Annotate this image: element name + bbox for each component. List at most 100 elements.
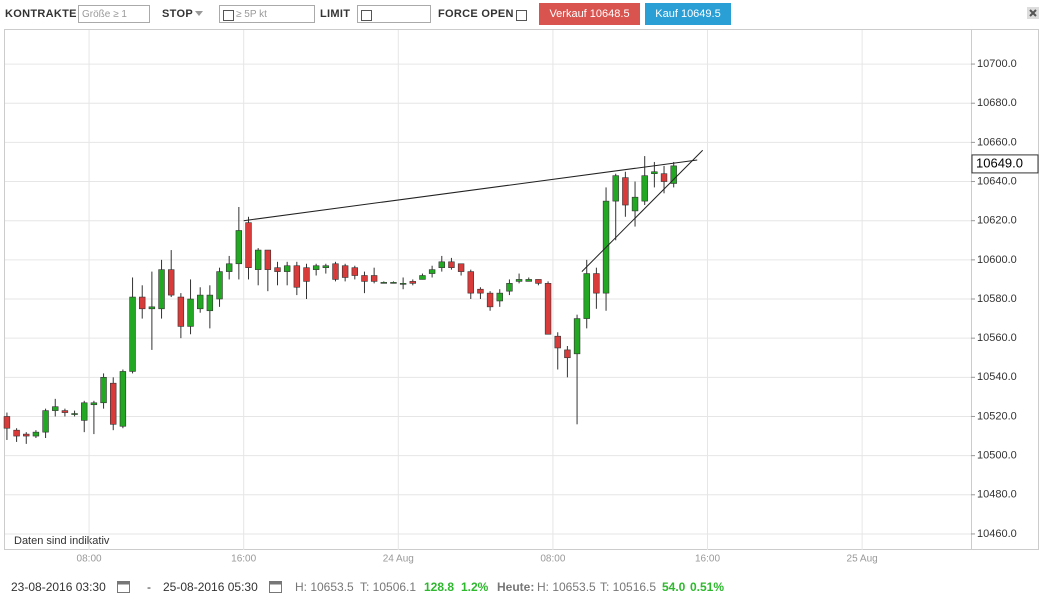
candle-body <box>612 175 619 202</box>
candle-body <box>525 279 532 282</box>
range-change-pct: 1.2% <box>461 580 489 594</box>
x-tick-label: 25 Aug <box>847 554 878 565</box>
range-high: H: 10653.5 <box>295 580 354 594</box>
candle-body <box>622 177 629 206</box>
calendar-icon[interactable] <box>117 580 130 593</box>
candle-body <box>651 171 658 175</box>
candle-body <box>496 292 503 302</box>
range-start: 23-08-2016 03:30 <box>11 580 106 594</box>
force-open-checkbox[interactable] <box>516 10 527 21</box>
y-tick-label: 10640.0 <box>977 175 1017 187</box>
candle-body <box>322 265 330 268</box>
candle-body <box>52 406 59 411</box>
y-tick-label: 10500.0 <box>977 450 1017 462</box>
candle-body <box>245 222 252 268</box>
candle-body <box>293 265 301 288</box>
candle-body <box>457 263 465 272</box>
y-tick-label: 10540.0 <box>977 371 1017 383</box>
y-tick-label: 10560.0 <box>977 332 1017 344</box>
range-separator: - <box>147 580 151 594</box>
candle-body <box>341 265 349 278</box>
x-tick-label: 16:00 <box>695 554 720 565</box>
candle-body <box>506 283 513 292</box>
candle-body <box>110 382 117 425</box>
y-tick-label: 10600.0 <box>977 254 1017 266</box>
last-price-label: 10649.0 <box>976 155 1023 170</box>
candle-body <box>139 296 146 310</box>
chart-frame <box>4 29 1039 550</box>
candle-body <box>351 267 359 276</box>
candle-body <box>593 273 600 294</box>
candle-body <box>477 288 484 294</box>
y-tick-label: 10700.0 <box>977 58 1017 70</box>
candle-body <box>254 249 262 270</box>
x-tick-label: 24 Aug <box>383 554 414 565</box>
today-label: Heute: <box>497 580 535 594</box>
limit-input[interactable] <box>357 5 431 23</box>
candle-body <box>409 281 416 284</box>
candle-body <box>71 413 78 415</box>
candle-body <box>216 271 223 300</box>
candle-body <box>129 296 136 372</box>
y-tick-label: 10680.0 <box>977 97 1017 109</box>
sell-button[interactable]: Verkauf 10648.5 <box>539 3 640 25</box>
candle-body <box>670 165 677 184</box>
range-low: T: 10506.1 <box>360 580 417 594</box>
contracts-label: KONTRAKTE <box>5 8 77 20</box>
candle-body <box>90 402 98 406</box>
candle-body <box>13 429 20 437</box>
close-button[interactable] <box>1027 7 1039 19</box>
limit-checkbox[interactable] <box>361 10 372 21</box>
candle-body <box>564 349 571 359</box>
today-low: T: 10516.5 <box>600 580 657 594</box>
today-change-pct: 0.51% <box>690 580 725 594</box>
candle-body <box>23 433 30 437</box>
y-tick-label: 10580.0 <box>977 293 1017 305</box>
candle-body <box>573 318 581 355</box>
candle-body <box>187 298 194 327</box>
x-tick-label: 08:00 <box>540 554 565 565</box>
trendline <box>243 159 698 222</box>
candle-body <box>332 263 339 280</box>
candle-body <box>583 273 590 319</box>
candle-body <box>361 275 368 282</box>
candle-body <box>3 416 11 429</box>
stop-input[interactable]: ≥ 5P kt <box>219 5 315 23</box>
candle-body <box>32 431 40 437</box>
calendar-icon[interactable] <box>269 580 282 593</box>
y-tick-label: 10660.0 <box>977 136 1017 148</box>
candle-body <box>370 275 378 282</box>
stop-label[interactable]: STOP <box>162 8 193 20</box>
candle-body <box>467 271 474 294</box>
range-end: 25-08-2016 05:30 <box>163 580 258 594</box>
candle-body <box>631 196 639 212</box>
candle-body <box>303 267 310 282</box>
candle-body <box>380 282 387 284</box>
size-input[interactable]: Größe ≥ 1 <box>78 5 150 23</box>
candle-body <box>544 283 552 335</box>
trendline <box>581 149 704 272</box>
candle-body <box>535 279 542 284</box>
y-tick-label: 10480.0 <box>977 489 1017 501</box>
candle-body <box>235 230 243 265</box>
candle-body <box>196 294 204 310</box>
candle-body <box>641 175 648 202</box>
candle-body <box>554 335 561 349</box>
buy-button[interactable]: Kauf 10649.5 <box>645 3 731 25</box>
limit-label: LIMIT <box>320 8 351 20</box>
candle-body <box>225 263 233 272</box>
candle-body <box>283 265 291 272</box>
y-tick-label: 10460.0 <box>977 528 1017 540</box>
range-change: 128.8 <box>424 580 455 594</box>
candle-body <box>42 410 49 433</box>
candle-body <box>419 275 426 280</box>
y-tick-label: 10520.0 <box>977 410 1017 422</box>
candle-body <box>81 402 88 421</box>
stop-caret <box>195 11 203 16</box>
candle-body <box>177 296 185 327</box>
candle-body <box>428 269 436 274</box>
candle-body <box>390 282 397 284</box>
stop-checkbox[interactable] <box>223 10 234 21</box>
annotation: Daten sind indikativ <box>14 535 110 547</box>
